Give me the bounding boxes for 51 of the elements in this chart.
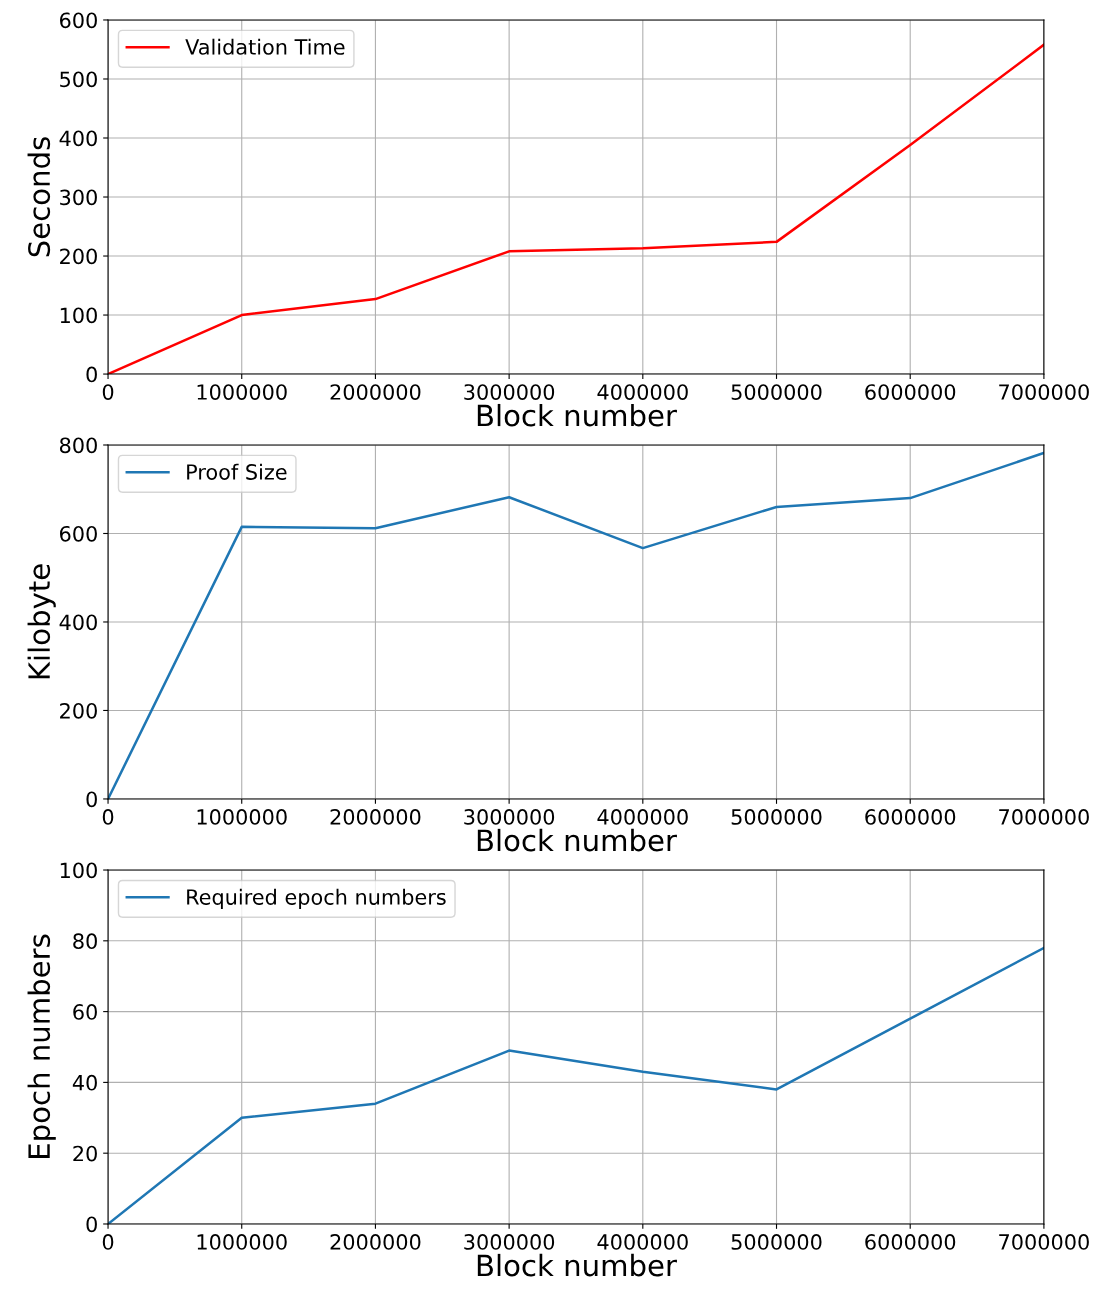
x-tick-label: 3000000	[464, 809, 555, 825]
x-tick-label: 7000000	[999, 384, 1089, 400]
y-tick-label: 0	[86, 1216, 97, 1233]
x-axis-title: Block number	[477, 828, 677, 852]
x-tick-label: 1000000	[197, 1234, 287, 1250]
x-axis-title: Block number	[477, 403, 677, 427]
y-tick-label: 20	[73, 1145, 97, 1162]
y-tick-label: 100	[60, 307, 97, 324]
x-tick-label: 3000000	[464, 1234, 555, 1250]
x-tick-label: 7000000	[999, 809, 1089, 825]
x-tick-label: 4000000	[597, 1234, 688, 1250]
y-tick-label: 0	[86, 791, 97, 808]
y-axis-title: Seconds	[27, 137, 51, 257]
x-tick-label: 5000000	[731, 809, 822, 825]
x-tick-label: 2000000	[330, 1234, 421, 1250]
x-tick-label: 3000000	[464, 384, 555, 400]
y-tick-label: 600	[60, 525, 97, 542]
y-tick-label: 80	[73, 933, 97, 950]
x-tick-label: 5000000	[731, 384, 822, 400]
y-tick-label: 400	[59, 130, 97, 147]
y-tick-label: 200	[60, 248, 97, 265]
y-tick-label: 100	[60, 862, 97, 879]
y-axis-title: Kilobyte	[27, 564, 56, 679]
x-tick-label: 6000000	[865, 1234, 956, 1250]
x-tick-label: 1000000	[197, 809, 287, 825]
x-tick-label: 4000000	[597, 809, 688, 825]
legend-label: Required epoch numbers	[187, 888, 446, 909]
y-tick-label: 500	[60, 71, 97, 88]
y-tick-label: 0	[86, 366, 97, 383]
y-tick-label: 40	[72, 1074, 97, 1091]
x-tick-label: 0	[102, 1234, 114, 1250]
y-tick-label: 600	[60, 12, 97, 29]
y-tick-label: 60	[73, 1004, 97, 1020]
x-tick-label: 7000000	[999, 1234, 1089, 1250]
x-tick-label: 5000000	[731, 1234, 822, 1250]
x-tick-label: 2000000	[330, 384, 421, 400]
x-tick-label: 1000000	[197, 384, 287, 400]
legend-label: Validation Time	[185, 38, 345, 55]
y-tick-label: 300	[60, 189, 97, 206]
x-tick-label: 2000000	[330, 809, 421, 825]
x-tick-label: 6000000	[865, 384, 956, 400]
y-tick-label: 200	[60, 702, 97, 719]
x-axis-title: Block number	[477, 1253, 677, 1277]
x-tick-label: 0	[102, 384, 114, 400]
y-tick-label: 800	[59, 437, 97, 454]
y-axis-title: Epoch numbers	[27, 934, 56, 1158]
x-tick-label: 0	[102, 809, 114, 825]
legend-label: Proof Size	[187, 463, 287, 480]
y-tick-label: 400	[59, 614, 97, 631]
x-tick-label: 4000000	[597, 384, 688, 400]
x-tick-label: 6000000	[865, 809, 956, 825]
